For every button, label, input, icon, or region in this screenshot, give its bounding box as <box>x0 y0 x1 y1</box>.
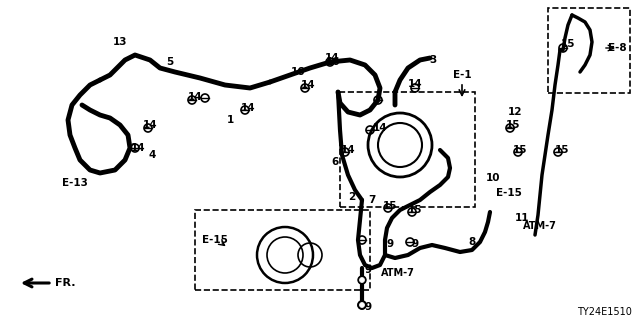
Text: 15: 15 <box>555 145 569 155</box>
Text: 9: 9 <box>364 265 372 275</box>
Text: 14: 14 <box>408 79 422 89</box>
Text: 15: 15 <box>408 205 422 215</box>
Circle shape <box>358 301 366 309</box>
Text: 10: 10 <box>486 173 500 183</box>
Text: 5: 5 <box>166 57 173 67</box>
Text: 12: 12 <box>508 107 522 117</box>
Text: ATM-7: ATM-7 <box>523 221 557 231</box>
Text: 13: 13 <box>113 37 127 47</box>
Text: 14: 14 <box>372 123 387 133</box>
Text: 14: 14 <box>143 120 157 130</box>
Bar <box>548 8 630 93</box>
Text: 15: 15 <box>383 201 397 211</box>
Text: 8: 8 <box>468 237 476 247</box>
Text: E-15: E-15 <box>496 188 522 198</box>
Text: 15: 15 <box>561 39 575 49</box>
Text: E-8: E-8 <box>608 43 627 53</box>
Text: E-13: E-13 <box>62 178 88 188</box>
Text: FR.: FR. <box>55 278 76 288</box>
Circle shape <box>360 277 365 283</box>
Text: 9: 9 <box>364 302 372 312</box>
Text: 16: 16 <box>291 67 305 77</box>
Text: 11: 11 <box>515 213 529 223</box>
Text: 3: 3 <box>429 55 436 65</box>
Text: 14: 14 <box>340 145 355 155</box>
Text: E-15: E-15 <box>202 235 228 245</box>
Text: 9: 9 <box>387 239 394 249</box>
Text: 14: 14 <box>241 103 255 113</box>
Text: 9: 9 <box>412 239 419 249</box>
Text: 15: 15 <box>513 145 527 155</box>
Text: 14: 14 <box>188 92 202 102</box>
Text: 14: 14 <box>131 143 145 153</box>
Text: 4: 4 <box>148 150 156 160</box>
Circle shape <box>360 302 365 308</box>
Text: 14: 14 <box>324 53 339 63</box>
Text: 15: 15 <box>506 120 520 130</box>
Text: E-1: E-1 <box>452 70 471 80</box>
Bar <box>340 92 475 207</box>
Text: 7: 7 <box>368 195 376 205</box>
Text: ATM-7: ATM-7 <box>381 268 415 278</box>
Circle shape <box>358 276 366 284</box>
Bar <box>195 210 370 290</box>
Text: 2: 2 <box>348 192 356 202</box>
Text: 16: 16 <box>326 57 340 67</box>
Text: 6: 6 <box>332 157 339 167</box>
Text: TY24E1510: TY24E1510 <box>577 307 632 317</box>
Text: 1: 1 <box>227 115 234 125</box>
Text: 14: 14 <box>301 80 316 90</box>
